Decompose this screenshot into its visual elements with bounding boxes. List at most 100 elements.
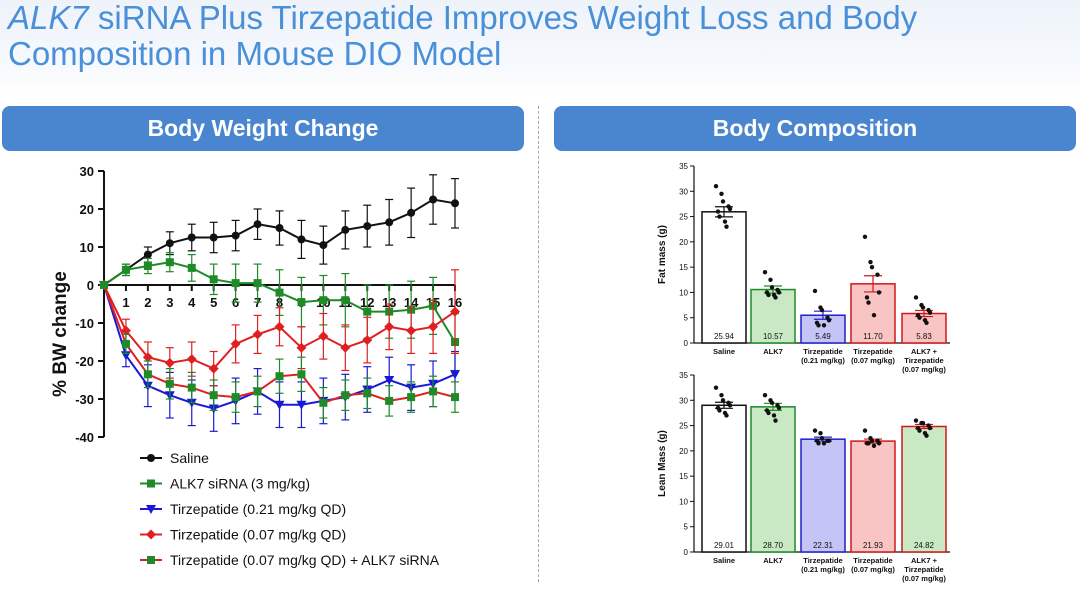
bw-data-point	[208, 363, 219, 374]
bw-data-point	[429, 195, 438, 204]
lean-bar-chart: 0 5 10 15 20 25 30 35 Lean Mass (g) 29.01 Saline 28…	[657, 371, 950, 583]
bw-data-point	[407, 208, 416, 217]
lean-individual-point	[924, 433, 929, 438]
fat-individual-point	[876, 290, 882, 295]
lean-individual-point	[816, 441, 821, 446]
lean-individual-point	[724, 413, 729, 418]
title-band	[0, 0, 1080, 92]
lean-category-label: ALK7 +	[911, 556, 938, 565]
bw-data-point	[231, 393, 240, 402]
bw-data-point	[209, 233, 218, 242]
bw-data-point	[275, 288, 284, 297]
bw-data-point	[187, 263, 196, 272]
lean-individual-point	[920, 420, 926, 426]
lean-individual-point	[773, 418, 778, 423]
bw-data-point	[384, 321, 395, 332]
fat-individual-point	[719, 191, 724, 197]
bw-x-tick-label: 2	[144, 295, 151, 310]
lean-individual-point	[869, 438, 875, 443]
bw-data-point	[363, 222, 372, 231]
bw-data-point	[231, 231, 240, 240]
slide-title-italic: ALK7	[8, 0, 89, 36]
bw-data-point	[143, 250, 152, 259]
bw-data-point	[450, 370, 460, 380]
bw-y-tick-label: -20	[75, 354, 94, 369]
bw-data-point	[340, 342, 351, 353]
fat-individual-point	[773, 295, 778, 300]
fat-value-label: 5.83	[916, 332, 932, 341]
fat-individual-point	[819, 307, 825, 313]
bw-legend-marker	[147, 454, 155, 462]
fat-individual-point	[722, 219, 728, 224]
bw-y-tick-label: 0	[87, 278, 94, 293]
lean-value-label: 28.70	[763, 541, 784, 550]
bw-data-point	[230, 338, 241, 349]
lean-individual-point	[717, 408, 722, 413]
bw-legend-label: Tirzepatide (0.07 mg/kg QD)	[170, 527, 346, 543]
bw-data-point	[385, 218, 394, 227]
bw-data-point	[209, 391, 218, 400]
lean-category-label: Tirzepatide	[803, 556, 842, 565]
bw-y-tick-label: 30	[80, 164, 94, 179]
bw-data-point	[297, 298, 306, 307]
fat-individual-point	[864, 295, 870, 300]
bw-data-point	[253, 220, 262, 229]
bw-data-point	[363, 389, 372, 398]
bw-data-point	[429, 387, 438, 396]
fat-y-axis-label: Fat mass (g)	[657, 225, 668, 284]
bw-data-point	[341, 296, 350, 305]
bw-data-point	[319, 241, 328, 250]
fat-individual-point	[866, 300, 871, 305]
fat-individual-point	[762, 270, 768, 275]
bw-legend-label: Saline	[170, 450, 209, 466]
slide-title: ALK7 siRNA Plus Tirzepatide Improves Wei…	[8, 0, 1068, 72]
bw-data-point	[165, 258, 174, 267]
fat-category-label: ALK7 +	[911, 347, 938, 356]
fat-value-label: 5.49	[815, 332, 831, 341]
lean-individual-point	[917, 428, 922, 433]
fat-y-tick-label: 10	[679, 288, 688, 297]
slide-title-rest: siRNA Plus Tirzepatide Improves Weight L…	[8, 0, 918, 72]
fat-individual-point	[816, 323, 821, 328]
fat-category-label: Tirzepatide	[853, 347, 892, 356]
bw-data-point	[385, 396, 394, 405]
bw-data-point	[318, 331, 329, 342]
lean-bar	[901, 425, 947, 553]
bw-data-point	[186, 354, 197, 365]
lean-y-tick-label: 10	[679, 497, 688, 506]
fat-individual-point	[715, 209, 721, 214]
fat-y-tick-label: 25	[679, 213, 688, 222]
fat-individual-point	[868, 259, 873, 265]
lean-category-label: (0.07 mg/kg)	[851, 565, 895, 574]
fat-category-label: (0.21 mg/kg)	[801, 356, 845, 365]
fat-individual-point	[862, 234, 868, 239]
bw-legend-marker	[147, 479, 155, 488]
bw-data-point	[142, 352, 153, 363]
fat-individual-point	[769, 285, 775, 290]
bw-series-0	[100, 174, 459, 289]
bw-data-point	[341, 225, 350, 234]
fat-individual-point	[920, 305, 926, 310]
lean-category-label: Tirzepatide	[853, 556, 892, 565]
lean-individual-point	[713, 385, 719, 390]
fat-individual-point	[812, 288, 818, 294]
fat-bar	[701, 211, 747, 344]
bw-data-point	[296, 342, 307, 353]
fat-individual-point	[720, 199, 726, 204]
fat-value-label: 11.70	[863, 332, 883, 341]
lean-individual-point	[826, 438, 832, 443]
bw-data-point	[187, 383, 196, 392]
lean-individual-point	[871, 443, 877, 448]
bw-data-point	[406, 325, 417, 336]
lean-category-label: Saline	[713, 556, 735, 565]
fat-individual-point	[927, 310, 933, 315]
fat-individual-point	[869, 264, 875, 270]
fat-individual-point	[768, 277, 773, 282]
bw-data-point	[231, 279, 240, 288]
bw-legend-marker	[146, 505, 156, 514]
bw-y-axis-label: % BW change	[50, 271, 71, 397]
lean-individual-point	[862, 428, 868, 433]
lean-y-tick-label: 25	[679, 422, 688, 431]
bw-data-point	[341, 391, 350, 400]
lean-individual-point	[766, 410, 771, 416]
